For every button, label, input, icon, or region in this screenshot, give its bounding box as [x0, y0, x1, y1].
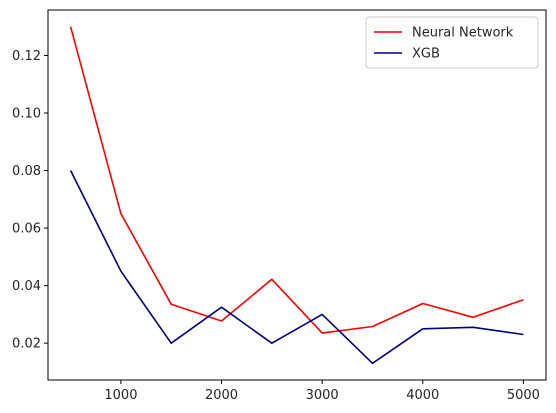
legend-label-neural-network: Neural Network [412, 26, 514, 41]
legend-label-xgb: XGB [412, 47, 440, 62]
x-tick-label: 5000 [507, 388, 540, 403]
legend-box [365, 16, 539, 69]
y-tick-label: 0.04 [12, 279, 41, 294]
y-tick-label: 0.02 [12, 337, 41, 352]
plot-area [47, 9, 547, 381]
y-tick-label: 0.12 [12, 49, 41, 64]
x-axis: 1000 2000 3000 4000 5000 [104, 380, 540, 403]
y-axis: 0.02 0.04 0.06 0.08 0.10 0.12 [12, 49, 48, 352]
legend: Neural Network XGB [365, 16, 539, 69]
plot-frame [47, 9, 547, 381]
y-tick-label: 0.10 [12, 107, 41, 122]
x-tick-label: 2000 [205, 388, 238, 403]
series-line-neural-network [69, 26, 524, 334]
x-tick-label: 1000 [104, 388, 137, 403]
series-line-xgb [69, 170, 524, 365]
y-tick-label: 0.06 [12, 222, 41, 237]
y-tick-label: 0.08 [12, 164, 41, 179]
x-tick-label: 3000 [306, 388, 339, 403]
series-layer [69, 26, 524, 365]
x-tick-label: 4000 [406, 388, 439, 403]
